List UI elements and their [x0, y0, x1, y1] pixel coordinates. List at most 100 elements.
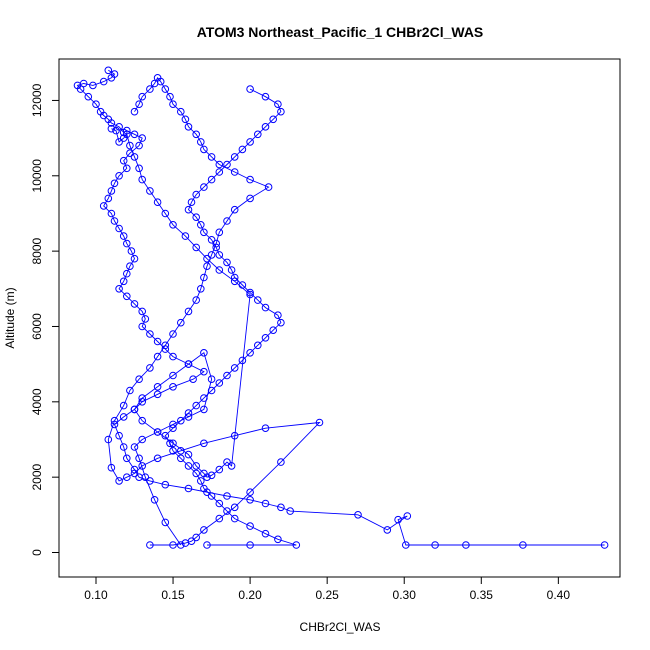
- data-point: [230, 514, 239, 523]
- data-point: [600, 541, 609, 549]
- data-point: [192, 213, 200, 221]
- data-point: [119, 156, 128, 165]
- data-point: [246, 175, 254, 184]
- data-point: [230, 273, 239, 282]
- data-point: [115, 431, 123, 440]
- data-point: [169, 424, 177, 433]
- data-point: [215, 514, 224, 523]
- data-point: [153, 337, 162, 346]
- data-point: [403, 512, 412, 520]
- data-point: [187, 537, 196, 546]
- data-point: [246, 138, 254, 146]
- y-axis: 0 2000 4000 6000 8000 10000 12000: [30, 83, 60, 556]
- data-point: [230, 364, 239, 372]
- data-point: [238, 145, 247, 154]
- data-point: [153, 428, 162, 436]
- data-point: [383, 526, 392, 534]
- data-point: [126, 262, 134, 271]
- data-point: [200, 145, 208, 154]
- data-point: [200, 273, 208, 282]
- data-point: [230, 168, 239, 176]
- data-point: [135, 454, 143, 463]
- data-point: [96, 107, 105, 116]
- data-point: [184, 360, 193, 368]
- data-point: [169, 541, 177, 549]
- data-point: [115, 285, 123, 293]
- data-point: [261, 303, 270, 312]
- data-point: [104, 66, 113, 75]
- data-point: [119, 277, 128, 286]
- data-point: [253, 341, 262, 350]
- data-point: [431, 541, 439, 549]
- data-point: [197, 285, 205, 293]
- data-point: [277, 107, 285, 116]
- data-point: [184, 123, 193, 131]
- data-point: [110, 70, 119, 78]
- y-tick-label: 6000: [30, 313, 44, 340]
- data-point: [223, 258, 231, 267]
- x-tick-label: 0.35: [470, 588, 494, 602]
- data-point: [181, 232, 190, 240]
- data-point: [246, 522, 254, 530]
- data-point: [123, 164, 131, 173]
- data-point: [138, 394, 146, 402]
- data-point: [150, 79, 159, 88]
- data-point: [269, 326, 278, 335]
- data-point: [200, 367, 208, 376]
- data-point: [207, 251, 216, 259]
- data-point: [169, 439, 177, 448]
- data-point: [261, 499, 270, 508]
- data-point: [123, 239, 131, 248]
- data-point: [169, 100, 177, 108]
- data-point: [138, 307, 146, 316]
- data-point: [200, 394, 208, 402]
- data-point: [141, 473, 150, 482]
- data-point: [189, 375, 197, 384]
- data-point: [130, 107, 139, 116]
- data-point: [184, 307, 193, 316]
- data-point: [79, 79, 88, 88]
- data-point: [230, 503, 239, 512]
- data-point: [200, 439, 208, 448]
- data-point: [146, 187, 154, 195]
- data-point: [223, 217, 231, 225]
- data-point: [119, 134, 128, 142]
- data-point: [292, 541, 301, 549]
- data-point: [146, 85, 154, 93]
- data-point: [203, 541, 211, 549]
- data-point: [169, 420, 177, 429]
- data-point: [207, 153, 216, 161]
- y-tick-label: 10000: [30, 159, 44, 193]
- x-tick-label: 0.10: [84, 588, 108, 602]
- data-point: [130, 130, 139, 139]
- data-point: [227, 462, 236, 470]
- data-point: [135, 164, 143, 173]
- data-point: [153, 352, 162, 361]
- x-axis-label: CHBr2Cl_WAS: [300, 620, 381, 634]
- data-point: [315, 418, 324, 427]
- data-point: [110, 416, 119, 425]
- data-point: [177, 416, 185, 425]
- data-point: [192, 130, 200, 139]
- data-point: [146, 364, 154, 372]
- data-point: [104, 115, 113, 124]
- data-point: [274, 535, 282, 544]
- data-point: [519, 541, 527, 549]
- data-point: [119, 401, 128, 410]
- data-point: [184, 409, 193, 417]
- data-point: [246, 488, 254, 497]
- data-point: [223, 507, 231, 515]
- data-point: [123, 473, 131, 482]
- data-point: [146, 330, 154, 338]
- data-point: [161, 480, 170, 489]
- data-point: [192, 401, 200, 410]
- data-point: [177, 447, 185, 455]
- data-point: [215, 465, 224, 474]
- data-point: [161, 341, 170, 350]
- series-line-2: [164, 88, 297, 546]
- data-point: [246, 85, 254, 93]
- data-point: [138, 175, 146, 184]
- data-point: [253, 130, 262, 139]
- data-point: [197, 477, 205, 485]
